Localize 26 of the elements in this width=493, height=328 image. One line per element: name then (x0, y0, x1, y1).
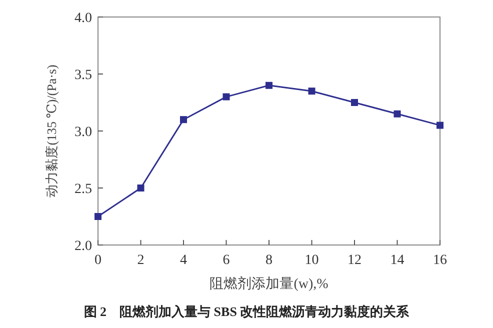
x-tick-label: 2 (137, 253, 144, 268)
y-tick-label: 2.5 (74, 182, 92, 197)
x-tick-label: 16 (433, 253, 447, 268)
x-axis-title: 阻燃剂添加量(w),% (210, 276, 329, 292)
point (222, 93, 230, 100)
point (266, 82, 272, 89)
y-tick-label: 2.0 (74, 239, 92, 254)
point (351, 99, 358, 106)
y-tick-label: 3.0 (74, 125, 92, 140)
x-tick-label: 8 (266, 253, 272, 268)
point (436, 122, 444, 129)
point (137, 184, 144, 192)
x-tick-label: 0 (94, 253, 102, 268)
y-axis-title: 动力黏度(135 ℃)/(Pa·s) (44, 64, 59, 198)
caption: 图 2 阻燃剂加入量与 SBS 改性阻燃沥青动力黏度的关系 (84, 304, 410, 319)
x-tick-label: 4 (180, 253, 187, 268)
x-tick-label: 12 (348, 253, 362, 268)
y-tick-label: 4.0 (74, 11, 92, 26)
point (394, 110, 401, 118)
point (308, 88, 316, 95)
x-tick-label: 14 (390, 253, 404, 268)
x-tick-label: 6 (222, 253, 230, 268)
point (94, 213, 102, 220)
x-tick-label: 10 (304, 253, 319, 268)
y-tick-label: 3.5 (74, 68, 92, 83)
point (180, 116, 187, 124)
